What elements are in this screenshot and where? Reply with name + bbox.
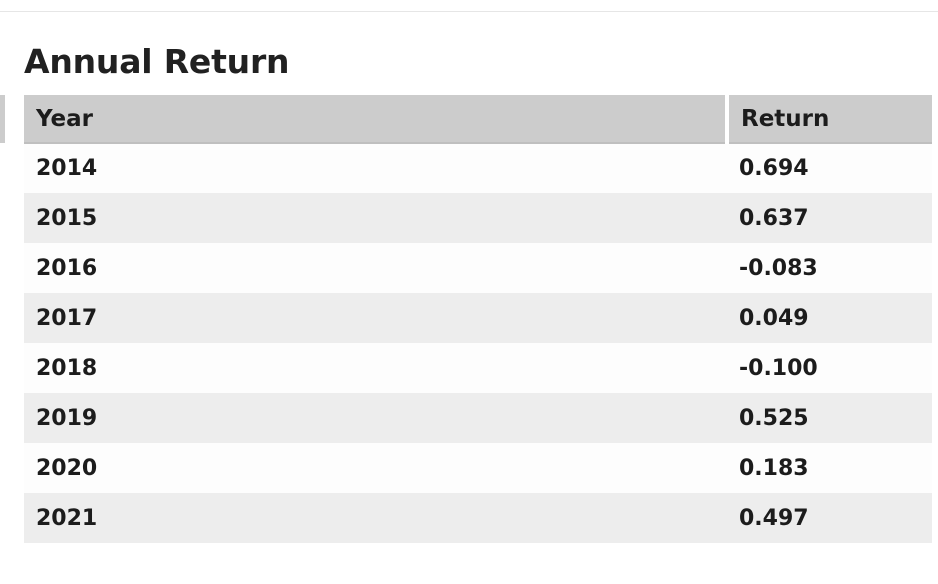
cell-return: -0.100 [727, 343, 932, 393]
top-divider [0, 11, 938, 12]
table-row[interactable]: 2015 0.637 [24, 193, 932, 243]
column-header-return[interactable]: Return [725, 95, 932, 144]
table-body: 2014 0.694 2015 0.637 2016 -0.083 2017 0… [24, 143, 932, 543]
cell-year: 2016 [24, 243, 727, 293]
page-title: Annual Return [24, 42, 290, 82]
table-header-row: Year Return [24, 95, 932, 144]
cell-year: 2020 [24, 443, 727, 493]
annual-return-table-container: Year Return 2014 0.694 2015 0.637 2016 -… [24, 95, 932, 543]
cell-year: 2021 [24, 493, 727, 543]
cell-year: 2019 [24, 393, 727, 443]
table-row[interactable]: 2021 0.497 [24, 493, 932, 543]
cell-return: 0.497 [727, 493, 932, 543]
cell-return: 0.694 [727, 143, 932, 193]
annual-return-table: Year Return 2014 0.694 2015 0.637 2016 -… [24, 95, 932, 543]
cell-return: 0.183 [727, 443, 932, 493]
table-row[interactable]: 2017 0.049 [24, 293, 932, 343]
clipped-column-edge [0, 95, 5, 143]
column-header-year[interactable]: Year [24, 95, 727, 144]
cell-year: 2014 [24, 143, 727, 193]
table-row[interactable]: 2016 -0.083 [24, 243, 932, 293]
table-row[interactable]: 2020 0.183 [24, 443, 932, 493]
table-row[interactable]: 2014 0.694 [24, 143, 932, 193]
cell-return: -0.083 [727, 243, 932, 293]
table-row[interactable]: 2018 -0.100 [24, 343, 932, 393]
cell-year: 2018 [24, 343, 727, 393]
cell-return: 0.525 [727, 393, 932, 443]
table-row[interactable]: 2019 0.525 [24, 393, 932, 443]
cell-year: 2015 [24, 193, 727, 243]
table-header: Year Return [24, 95, 932, 144]
cell-year: 2017 [24, 293, 727, 343]
cell-return: 0.049 [727, 293, 932, 343]
cell-return: 0.637 [727, 193, 932, 243]
